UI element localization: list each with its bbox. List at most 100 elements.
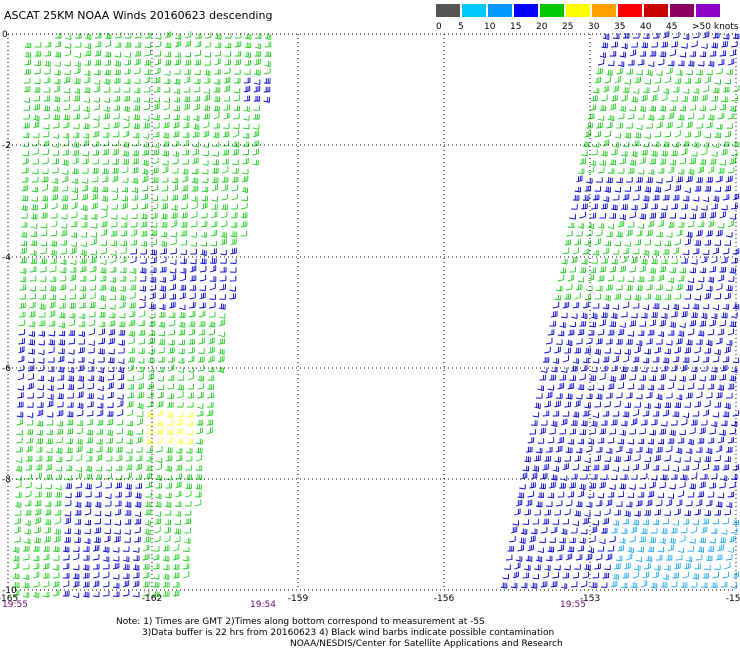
wind-barb [126,420,134,427]
wind-barb [622,87,630,93]
wind-barb [122,573,130,580]
wind-barb [642,357,650,364]
wind-barb [582,517,589,525]
wind-barb [539,374,546,381]
wind-barb [602,303,610,310]
wind-barb [38,340,45,346]
wind-barb [657,384,665,391]
wind-barb [702,518,710,525]
wind-barb [37,384,44,391]
wind-barb [184,527,191,534]
wind-barb [129,275,137,282]
wind-barb [180,239,188,246]
wind-barb [128,357,135,363]
wind-barb [555,445,563,453]
wind-barb [577,438,585,445]
wind-barb [34,60,41,67]
wind-barb [134,50,142,57]
wind-barb [622,465,630,472]
wind-barb [551,310,558,318]
wind-barb [657,274,665,282]
wind-barb [651,94,658,102]
wind-barb [532,573,539,580]
wind-barb [49,301,56,309]
x-tick-label: -162 [142,594,162,604]
wind-barb [184,500,192,507]
wind-barb [108,329,116,336]
wind-barb [82,168,89,174]
wind-barb [201,177,209,183]
wind-barb [114,52,121,58]
wind-barb [691,205,698,211]
wind-barb [647,546,655,553]
wind-barb [677,490,684,498]
wind-barb [686,392,693,399]
wind-barb [124,529,131,535]
wind-barb [40,258,47,264]
wind-barb [584,294,591,301]
wind-barb [154,518,162,525]
wind-barb [622,248,630,255]
wind-barb [699,320,706,327]
wind-barb [211,204,218,210]
wind-barb [719,266,726,273]
wind-barb [137,382,144,390]
wind-barb [727,276,735,282]
wind-barb [16,418,24,426]
wind-barb [88,340,95,346]
wind-barb [202,130,210,138]
wind-barb [719,429,726,436]
wind-barb [162,573,170,580]
wind-barb [109,277,117,283]
wind-barb [712,32,720,39]
wind-barb [686,175,693,183]
wind-barb [594,76,601,84]
wind-barb [145,456,153,462]
wind-barb [143,104,150,111]
wind-barb [21,184,29,192]
wind-barb [694,457,701,463]
wind-barb [32,571,40,579]
wind-barb [692,303,700,310]
wind-barb [597,437,605,444]
wind-barb [600,420,608,426]
wind-barb [559,537,566,544]
wind-barb [684,131,692,138]
wind-barb [629,374,636,381]
wind-barb [189,292,196,300]
wind-barb [220,238,227,246]
wind-barb [626,339,633,345]
wind-barb [662,141,670,148]
wind-barb [137,392,144,399]
wind-barb [667,166,675,174]
wind-barb [582,410,590,417]
wind-barb [121,177,129,183]
wind-barb [188,339,195,345]
wind-barb [689,538,696,544]
wind-barb [701,94,708,102]
wind-barb [50,240,57,247]
wind-barb [167,402,174,408]
wind-barb [29,266,37,273]
wind-barb [50,230,58,237]
wind-barb [712,304,719,311]
wind-barb [630,526,638,534]
wind-barb [705,555,713,562]
wind-barb [626,122,633,129]
wind-barb [210,248,217,255]
wind-barb [669,159,676,166]
wind-barb [721,364,728,372]
wind-barb [647,438,655,445]
wind-barb [159,277,167,283]
wind-barb [233,113,240,120]
wind-barb [62,133,70,139]
wind-barb [203,88,211,94]
wind-barb [574,347,581,354]
wind-barb [591,149,598,156]
wind-barb [80,232,88,238]
wind-barb [135,483,142,489]
wind-barb [704,292,711,300]
wind-barb [136,411,144,417]
wind-barb [692,463,699,471]
legend-swatch [644,4,668,17]
